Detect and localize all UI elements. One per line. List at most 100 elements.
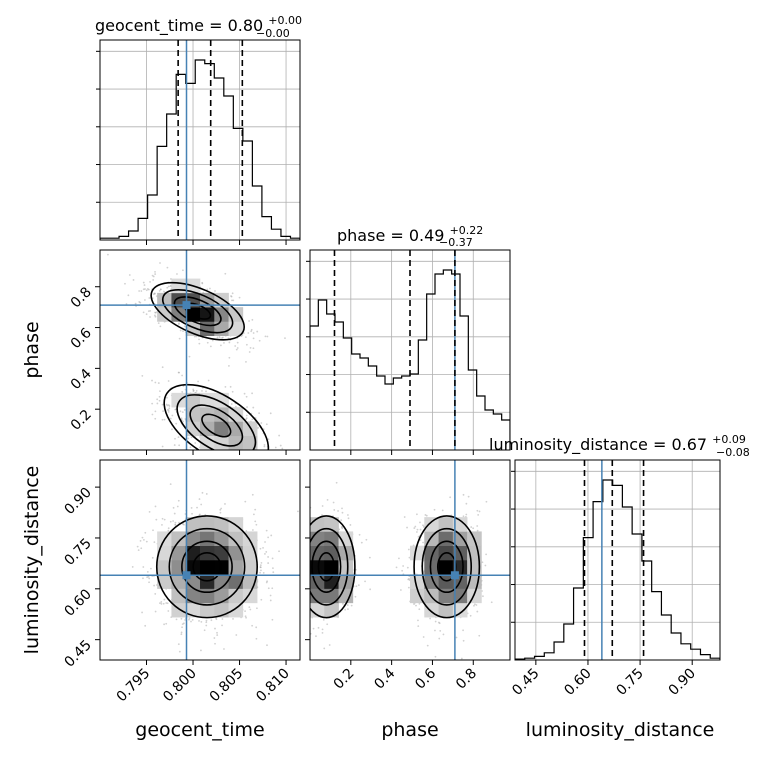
sample-point — [414, 525, 417, 528]
contour-2-1-0 — [436, 551, 457, 582]
sample-point — [166, 266, 169, 269]
sample-point — [408, 556, 411, 559]
sample-point — [250, 330, 253, 333]
sample-point — [153, 292, 156, 295]
sample-point — [140, 290, 143, 292]
contour-0-1-0 — [201, 413, 232, 438]
sample-point — [166, 396, 168, 399]
sample-point — [462, 639, 465, 642]
sample-point — [152, 275, 155, 278]
sample-point — [290, 567, 292, 569]
sample-point — [177, 371, 180, 374]
sample-point — [162, 602, 165, 605]
sample-point — [426, 644, 429, 647]
sample-point — [167, 285, 170, 288]
sample-point — [236, 457, 238, 459]
contour-0-0-2 — [161, 288, 234, 334]
sample-point — [206, 341, 209, 344]
sample-point — [156, 402, 159, 405]
sample-point — [199, 513, 201, 516]
sample-point — [407, 586, 410, 589]
density-cell — [452, 560, 468, 575]
sample-point — [221, 336, 223, 339]
sample-point — [231, 299, 233, 302]
sample-point — [214, 290, 216, 292]
sample-point — [341, 525, 343, 528]
sample-point — [301, 580, 303, 582]
sample-point — [150, 567, 152, 570]
sample-point — [154, 593, 157, 595]
density-cell — [228, 435, 244, 450]
sample-point — [315, 635, 317, 638]
sample-point — [190, 506, 193, 509]
sample-point — [167, 411, 170, 413]
sample-point — [228, 453, 230, 455]
sample-point — [131, 566, 134, 568]
sample-point — [425, 514, 428, 517]
frame-p00 — [99, 39, 301, 241]
sample-point — [218, 336, 221, 339]
sample-point — [198, 338, 200, 341]
sample-point — [242, 450, 244, 452]
contour-2-1-2 — [421, 527, 473, 606]
sample-point — [146, 287, 149, 290]
sample-point — [245, 361, 247, 363]
sample-point — [274, 446, 277, 449]
sample-point — [200, 621, 203, 623]
sample-point — [321, 514, 323, 516]
sample-point — [407, 578, 410, 581]
xlabel-luminosity-distance: luminosity_distance — [526, 719, 715, 741]
sample-point — [178, 444, 181, 447]
sample-point — [229, 454, 231, 456]
sample-point — [302, 550, 304, 552]
sample-point — [201, 390, 203, 392]
sample-point — [303, 568, 305, 570]
sample-point — [473, 603, 476, 606]
sample-point — [184, 619, 186, 621]
sample-point — [281, 566, 283, 568]
sample-point — [258, 339, 261, 342]
sample-point — [354, 595, 357, 598]
density-cell — [214, 321, 229, 337]
density-cell — [228, 545, 244, 561]
sample-point — [187, 437, 190, 440]
sample-point — [267, 556, 270, 558]
sample-point — [193, 335, 196, 338]
sample-point — [472, 527, 475, 530]
sample-point — [434, 655, 437, 658]
sample-point — [267, 587, 270, 590]
sample-point — [259, 571, 261, 574]
sample-point — [484, 564, 487, 567]
sample-point — [265, 423, 268, 426]
sample-point — [167, 409, 170, 412]
sample-point — [200, 503, 203, 506]
sample-point — [252, 332, 255, 334]
sample-point — [255, 523, 258, 526]
sample-point — [449, 496, 452, 499]
sample-point — [321, 631, 324, 634]
sample-point — [246, 457, 248, 459]
density-cell — [410, 574, 425, 589]
sample-point — [333, 509, 336, 511]
sample-point — [433, 508, 436, 511]
sample-point — [151, 379, 153, 382]
sample-point — [413, 527, 416, 529]
sample-point — [220, 507, 223, 510]
sample-point — [236, 341, 239, 344]
sample-point — [395, 566, 398, 569]
sample-point — [256, 452, 258, 454]
sample-point — [271, 618, 274, 621]
sample-point — [170, 278, 172, 280]
sample-point — [438, 622, 441, 625]
density-cell — [200, 321, 215, 337]
sample-point — [128, 274, 131, 276]
sample-point — [200, 649, 202, 652]
sample-point — [302, 518, 304, 520]
sample-point — [161, 445, 164, 448]
sample-point — [174, 408, 177, 411]
sample-point — [470, 526, 473, 528]
sample-point — [180, 633, 183, 636]
contour-1-0-0 — [192, 551, 222, 582]
sample-point — [142, 577, 144, 580]
